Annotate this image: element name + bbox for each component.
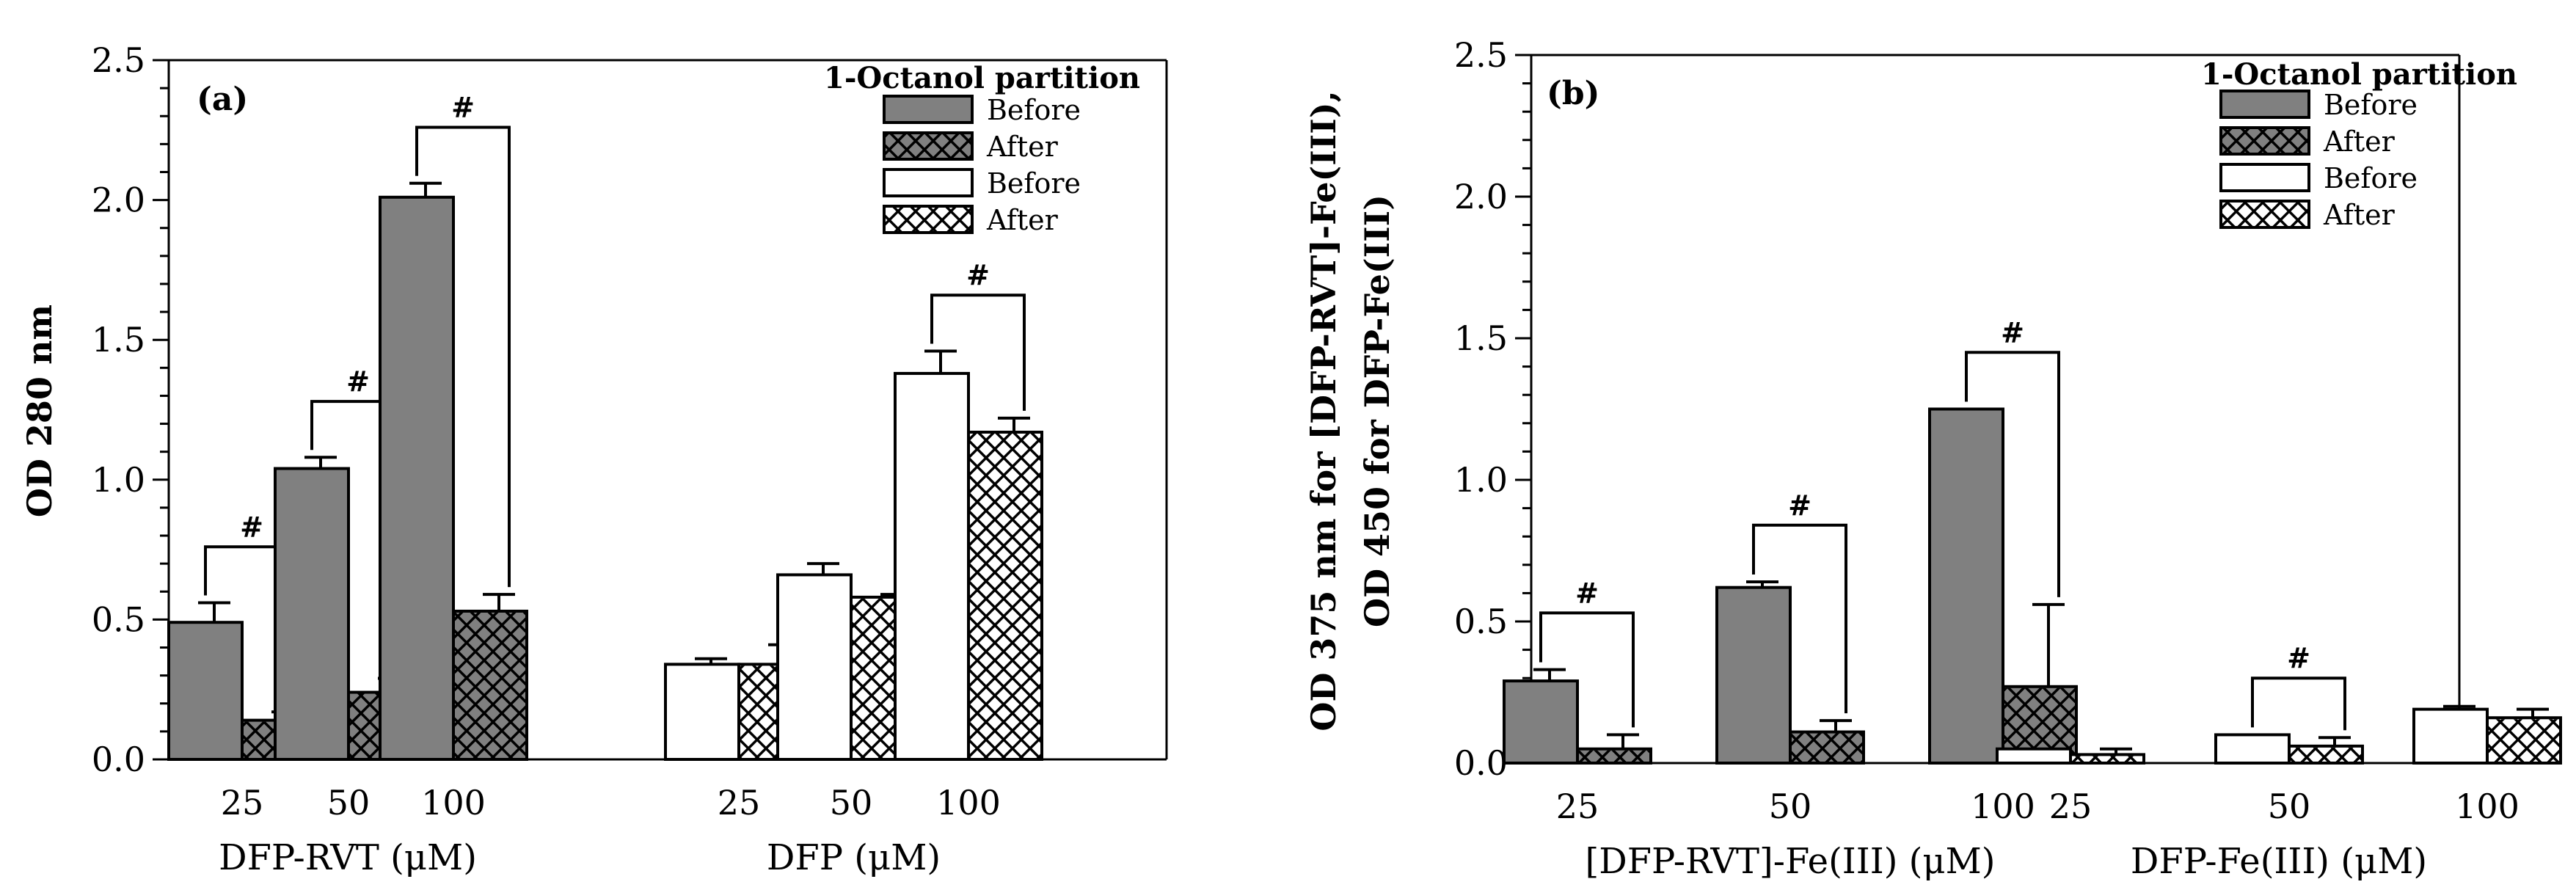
y-axis-label-line2: OD 450 for DFP-Fe(III)	[1357, 194, 1397, 627]
x-tick-label: 100	[936, 783, 1001, 822]
bar-hatch-overlay	[2489, 719, 2559, 762]
significance-label: #	[451, 90, 475, 123]
bar-hatch-overlay	[1792, 733, 1862, 762]
legend-label: Before	[2324, 162, 2418, 194]
legend-swatch-hatch	[2222, 129, 2307, 153]
legend-label: Before	[987, 167, 1081, 200]
significance-bracket	[415, 125, 511, 588]
bar-hatch-overlay	[970, 433, 1040, 758]
legend-label: Before	[2324, 89, 2418, 121]
y-tick-label: 0.0	[92, 740, 145, 779]
legend-swatch-hatch	[2222, 203, 2307, 226]
bar-hatch-overlay	[2291, 747, 2361, 762]
legend-label: After	[986, 204, 1059, 236]
legend-title: 1-Octanol partition	[824, 61, 1140, 95]
significance-label: #	[2287, 641, 2310, 674]
x-tick-label: 25	[221, 783, 264, 822]
bar-before	[1928, 407, 2004, 765]
bar-before	[274, 467, 350, 761]
significance-bracket	[1539, 611, 1635, 728]
y-tick-label: 0.5	[1454, 602, 1508, 641]
panel-b-chart: 0.0 0.5 1.0 1.5 2.0 2.5 OD 375 nm for [DFP-RVT…	[1304, 35, 2562, 882]
legend-swatch	[883, 168, 974, 197]
significance-label: #	[966, 258, 990, 291]
significance-label: #	[2001, 315, 2024, 349]
legend-title: 1-Octanol partition	[2201, 57, 2517, 92]
x-tick-label: 50	[327, 783, 371, 822]
bar-hatch-overlay	[1579, 750, 1649, 762]
y-tick-label: 2.0	[92, 180, 145, 220]
significance-bracket	[1965, 351, 2060, 597]
y-tick-label: 1.5	[1454, 318, 1508, 358]
x-group-label: DFP (μM)	[767, 837, 941, 878]
legend-swatch	[2219, 163, 2310, 192]
bar-before	[664, 663, 740, 762]
legend-swatch	[2219, 90, 2310, 119]
significance-bracket	[930, 293, 1026, 411]
y-axis-label: OD 375 nm for [DFP-RVT]-Fe(III),	[1304, 90, 1343, 731]
bar-before	[167, 621, 244, 761]
bar-hatch-overlay	[455, 612, 525, 758]
x-tick-label: 25	[2049, 787, 2092, 826]
bar-before	[1503, 679, 1579, 765]
x-tick-label: 25	[1556, 787, 1599, 826]
legend-label: After	[2323, 125, 2396, 158]
x-group-label: DFP-RVT (μM)	[219, 837, 477, 878]
bar-before	[894, 371, 970, 762]
y-tick-label: 1.0	[1454, 460, 1508, 500]
x-tick-label: 50	[2268, 787, 2311, 826]
y-tick-label: 0.0	[1454, 743, 1508, 783]
bar-before	[379, 195, 455, 761]
x-tick-label: 50	[1769, 787, 1812, 826]
y-tick-label: 2.0	[1454, 177, 1508, 216]
legend-swatch-hatch	[886, 134, 971, 158]
legend-label: After	[2323, 199, 2396, 231]
significance-bracket	[1752, 523, 1847, 714]
significance-label: #	[1788, 489, 1811, 522]
y-axis-label: OD 280 nm	[20, 304, 59, 517]
legend-swatch	[883, 95, 974, 124]
legend-swatch-hatch	[886, 208, 971, 231]
y-tick-label: 0.5	[92, 599, 145, 639]
legend-label: After	[986, 131, 1059, 163]
x-group-label: DFP-Fe(III) (μM)	[2131, 841, 2427, 882]
y-tick-label: 1.5	[92, 320, 145, 360]
legend-label: Before	[987, 94, 1081, 126]
panel-label: (a)	[197, 81, 248, 118]
bar-before	[1996, 747, 2072, 765]
y-tick-label: 2.5	[1454, 35, 1508, 75]
x-tick-label: 25	[718, 783, 761, 822]
bar-before	[1715, 586, 1792, 765]
x-group-label: [DFP-RVT]-Fe(III) (μM)	[1586, 841, 1996, 882]
panel-label: (b)	[1547, 75, 1599, 112]
significance-label: #	[1575, 576, 1599, 609]
significance-label: #	[346, 365, 370, 398]
significance-bracket	[2251, 676, 2346, 731]
y-tick-label: 1.0	[92, 460, 145, 500]
bar-before	[2214, 733, 2291, 765]
y-tick-label: 2.5	[92, 40, 145, 80]
x-tick-label: 100	[1971, 787, 2035, 826]
bar-before	[2412, 707, 2489, 765]
x-tick-label: 50	[830, 783, 873, 822]
panel-a-chart: 0.0 0.5 1.0 1.5 2.0 2.5 OD 280 nm (a) 25 #50 #100 #…	[20, 40, 1168, 878]
x-tick-label: 100	[2455, 787, 2520, 826]
x-tick-label: 100	[421, 783, 486, 822]
bar-hatch-overlay	[2072, 756, 2142, 762]
bar-before	[776, 573, 853, 762]
significance-label: #	[240, 510, 263, 543]
